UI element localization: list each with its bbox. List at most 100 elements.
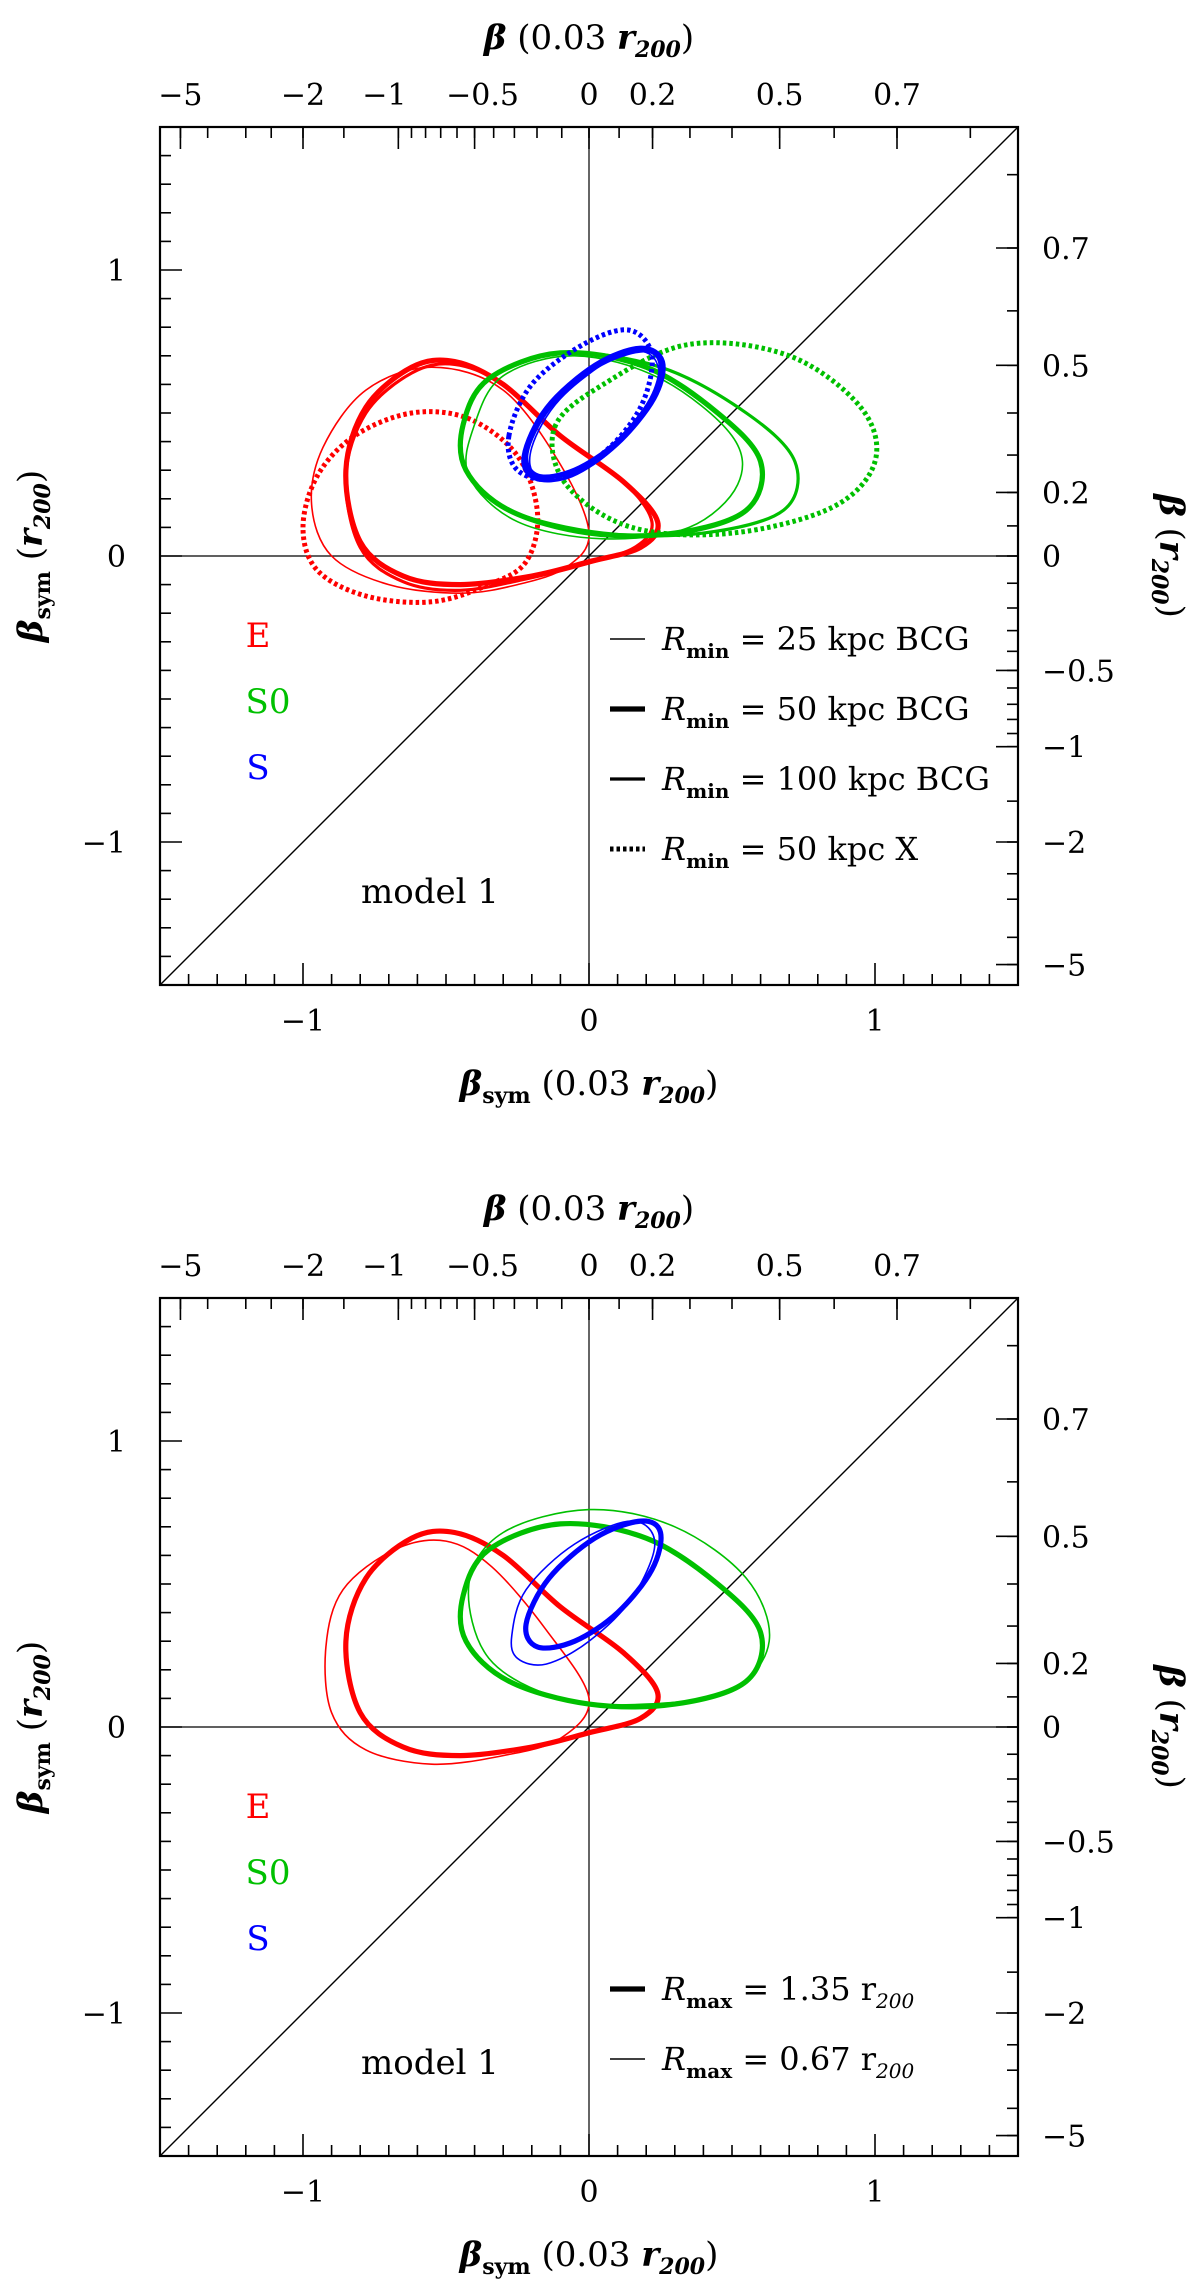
contour-s-dotted [505,327,655,483]
top-tick-label: 0 [579,78,598,113]
legend-label-rhs: = 1.35 r [732,1970,877,2008]
top-tick-label: −0.5 [446,78,519,113]
left-tick-label: −1 [82,1997,126,2032]
legend-label: Rmin = 50 kpc BCG [661,690,970,733]
right-tick-label: −1 [1042,731,1086,766]
right-tick-label: −5 [1042,2120,1086,2155]
left-axis-title-r: r [11,1698,51,1718]
left-tick-label: 0 [107,1711,126,1746]
top-tick-label: −1 [362,1249,406,1284]
type-label-e: E [246,616,271,656]
top-axis-title-beta: β [482,1189,507,1229]
bottom-tick-label: −1 [281,2175,325,2210]
right-tick-label: 0.2 [1042,476,1090,511]
legend-label-rhs-sub: 200 [875,2059,914,2083]
top-axis-title-beta: β [482,18,507,58]
right-tick-label: −0.5 [1042,1825,1115,1860]
bottom-axis-title-open: (0.03 [531,1064,642,1104]
top-tick-label: −0.5 [446,1249,519,1284]
legend-label: Rmin = 50 kpc X [661,830,918,873]
right-tick-label: 0 [1042,540,1061,575]
legend-label-rhs: = 100 kpc BCG [729,760,990,798]
left-axis-title: βsym (r200) [11,1641,56,1815]
bottom-axis-title-sym: sym [482,1083,530,1109]
legend-label: Rmax = 0.67 r200 [661,2040,914,2083]
type-label-s0: S0 [246,1853,291,1893]
contours [300,327,880,605]
left-axis-title-sym: sym [30,571,56,619]
right-tick-label: −2 [1042,826,1086,861]
top-tick-label: 0.2 [629,1249,677,1284]
right-axis-title-close: ) [1151,1776,1191,1789]
legend-label: Rmin = 100 kpc BCG [661,760,990,803]
contour-e-dotted [300,409,541,605]
contour-s-thin [510,1520,656,1666]
left-tick-label: −1 [82,826,126,861]
legend-label-sub: min [686,709,730,733]
diagonal-line [159,126,1019,986]
model-label: model 1 [361,872,499,912]
top-tick-label: −2 [281,78,325,113]
bottom-axis-title: βsym (0.03 r200) [458,1064,719,1109]
top-axis-title-sub: 200 [634,37,682,63]
left-tick-label: 1 [107,1425,126,1460]
legend-label: Rmin = 25 kpc BCG [661,620,970,663]
legend-label-sub: min [686,849,730,873]
right-tick-label: 0.5 [1042,349,1090,384]
contour-e-thin [310,366,590,594]
top-axis-title: β (0.03 r200) [482,18,694,63]
legend-label-r: R [661,760,686,798]
left-axis-title-open: ( [11,547,51,571]
right-tick-label: 0.2 [1042,1647,1090,1682]
contour-e-thin [324,1539,590,1766]
legend-label-r: R [661,2040,686,2078]
right-axis-title: β (r200) [1146,492,1191,618]
right-axis-title-close: ) [1151,605,1191,618]
right-axis-title-beta: β [1151,1663,1191,1688]
legend-label-sub: min [686,779,730,803]
contour-e-thick [343,357,661,588]
contour-s0-thin [465,354,744,540]
left-tick-label: 1 [107,254,126,289]
left-axis-title-sym: sym [30,1742,56,1790]
top-tick-label: −1 [362,78,406,113]
right-tick-label: −0.5 [1042,654,1115,689]
model-label: model 1 [361,2043,499,2083]
top-tick-label: −2 [281,1249,325,1284]
right-axis-title-sub: 200 [1146,558,1172,606]
bottom-axis-title: βsym (0.03 r200) [458,2235,719,2280]
top-axis-title-r: r [617,18,637,58]
bottom-tick-label: 1 [865,2175,884,2210]
type-label-s0: S0 [246,682,291,722]
top-tick-label: 0.5 [756,78,804,113]
left-axis-title-r: r [11,527,51,547]
bottom-axis-title-beta: β [458,1064,483,1104]
legend-label: Rmax = 1.35 r200 [661,1970,914,2013]
bottom-tick-label: 0 [579,2175,598,2210]
bottom-axis-title-sub: 200 [658,1083,706,1109]
contour-s0-thick [457,1520,765,1710]
legend-label-sub: max [686,1989,733,2013]
left-axis-title-sub: 200 [30,482,56,530]
legend-label-rhs: = 0.67 r [732,2040,877,2078]
type-label-e: E [246,1787,271,1827]
contour-s0-thin [467,1508,771,1706]
bottom-axis-title-open: (0.03 [531,2235,642,2275]
left-axis-title: βsym (r200) [11,470,56,644]
legend-label-r: R [661,620,686,658]
legend-label-rhs: = 25 kpc BCG [729,620,969,658]
right-tick-label: −5 [1042,949,1086,984]
right-tick-label: 0 [1042,1711,1061,1746]
legend-label-rhs: = 50 kpc X [729,830,918,868]
right-axis-title-open: ( [1151,1688,1191,1712]
right-axis-title-open: ( [1151,517,1191,541]
right-axis-title: β (r200) [1146,1663,1191,1789]
legend-label-rhs-sub: 200 [875,1989,914,2013]
top-tick-label: 0.7 [873,78,921,113]
top-tick-label: 0.7 [873,1249,921,1284]
left-axis-title-close: ) [11,470,51,483]
legend-label-sub: min [686,639,730,663]
contour-e-medium [344,362,654,592]
chart-panel-1: −1 0 1 1 0 −1 −5 −2 −1 −0.5 0 0.2 0.5 0.7 0.7 0.5 0.2 0 −0… [11,18,1191,1109]
